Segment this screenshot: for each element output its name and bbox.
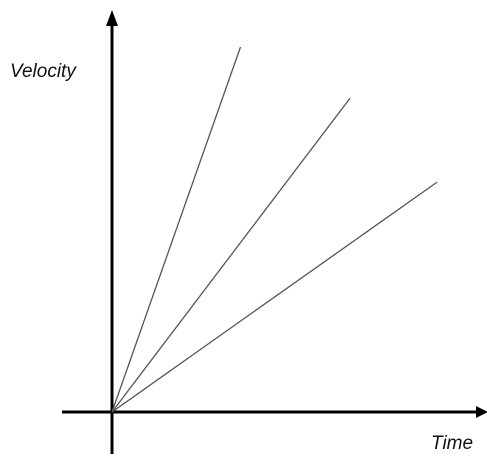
y-axis-arrow-icon — [106, 10, 118, 26]
series-line-3 — [111, 181, 438, 413]
x-axis-label: Time — [431, 433, 473, 454]
series-line-1 — [111, 46, 242, 413]
series-line-2 — [111, 97, 351, 413]
x-axis-arrow-icon — [476, 406, 487, 418]
series-group — [111, 46, 438, 413]
y-axis-label: Velocity — [10, 61, 77, 82]
